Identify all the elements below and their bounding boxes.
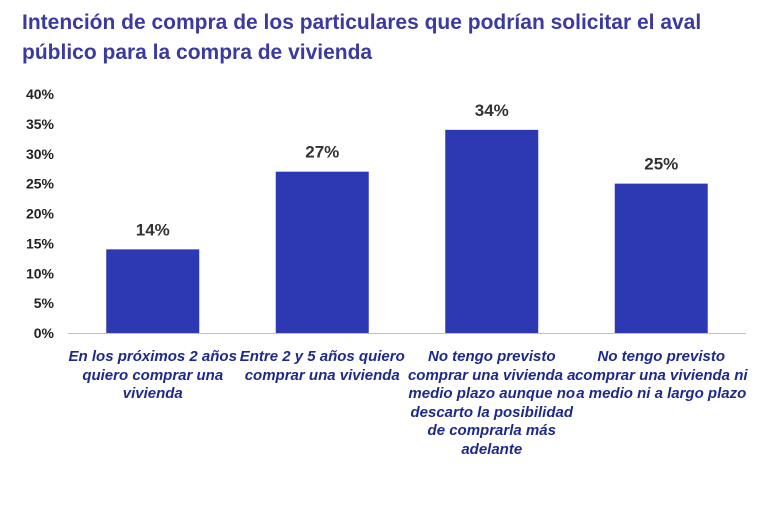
bar: [614, 183, 708, 333]
y-tick-label: 20%: [26, 206, 55, 222]
y-tick-label: 0%: [34, 325, 55, 341]
data-label: 27%: [305, 143, 339, 162]
bar: [275, 171, 369, 333]
data-label: 14%: [136, 220, 170, 239]
bar: [445, 129, 539, 333]
data-labels: 14% 27% 34% 25%: [136, 101, 679, 240]
y-tick-label: 15%: [26, 235, 55, 251]
y-axis: 0% 5% 10% 15% 20% 25% 30% 35% 40%: [26, 86, 55, 341]
data-label: 34%: [475, 101, 509, 120]
y-tick-label: 5%: [34, 295, 55, 311]
x-tick-label: Entre 2 y 5 años quiero comprar una vivi…: [239, 348, 405, 384]
y-tick-label: 30%: [26, 146, 55, 162]
bar: [106, 249, 200, 333]
x-tick-label: No tengo previsto comprar una vivienda n…: [574, 348, 748, 402]
y-tick-label: 35%: [26, 116, 55, 132]
chart-title: Intención de compra de los particulares …: [22, 11, 702, 64]
y-tick-label: 40%: [26, 86, 55, 102]
y-tick-label: 25%: [26, 176, 55, 192]
data-label: 25%: [644, 155, 678, 174]
x-tick-label: No tengo previsto comprar una vivienda a…: [407, 348, 576, 458]
y-tick-label: 10%: [26, 265, 55, 281]
bars: [106, 129, 708, 333]
x-tick-label: En los próximos 2 años quiero comprar un…: [68, 348, 237, 402]
